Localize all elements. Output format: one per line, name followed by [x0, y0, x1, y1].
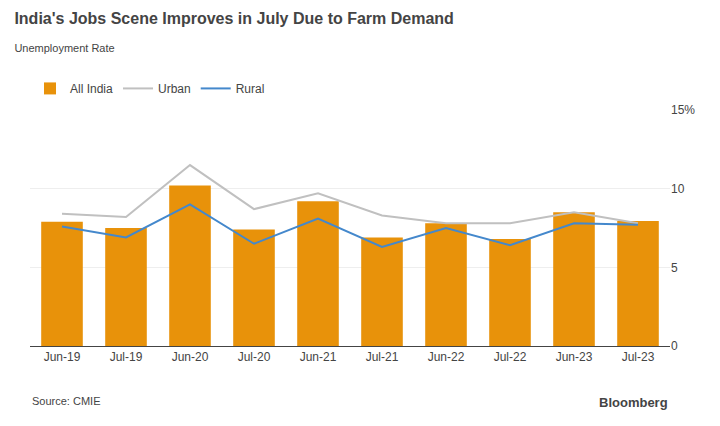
- svg-text:Jul-20: Jul-20: [238, 350, 271, 364]
- svg-text:Urban: Urban: [158, 82, 191, 96]
- svg-text:0: 0: [671, 339, 678, 353]
- svg-text:10: 10: [671, 182, 685, 196]
- svg-text:Jul-19: Jul-19: [110, 350, 143, 364]
- svg-text:Jun-20: Jun-20: [172, 350, 209, 364]
- svg-text:Jul-23: Jul-23: [622, 350, 655, 364]
- svg-text:Jun-22: Jun-22: [428, 350, 465, 364]
- svg-text:Bloomberg: Bloomberg: [599, 395, 668, 410]
- svg-text:5: 5: [671, 261, 678, 275]
- svg-text:Jun-19: Jun-19: [44, 350, 81, 364]
- svg-text:Rural: Rural: [236, 82, 265, 96]
- svg-text:15%: 15%: [671, 103, 695, 117]
- svg-text:Unemployment Rate: Unemployment Rate: [14, 42, 114, 54]
- svg-text:Jul-21: Jul-21: [366, 350, 399, 364]
- svg-text:Jun-23: Jun-23: [556, 350, 593, 364]
- svg-text:Source: CMIE: Source: CMIE: [32, 395, 100, 407]
- svg-text:All India: All India: [70, 82, 113, 96]
- svg-text:India's Jobs Scene Improves in: India's Jobs Scene Improves in July Due …: [14, 10, 453, 27]
- svg-text:Jul-22: Jul-22: [494, 350, 527, 364]
- svg-text:Jun-21: Jun-21: [300, 350, 337, 364]
